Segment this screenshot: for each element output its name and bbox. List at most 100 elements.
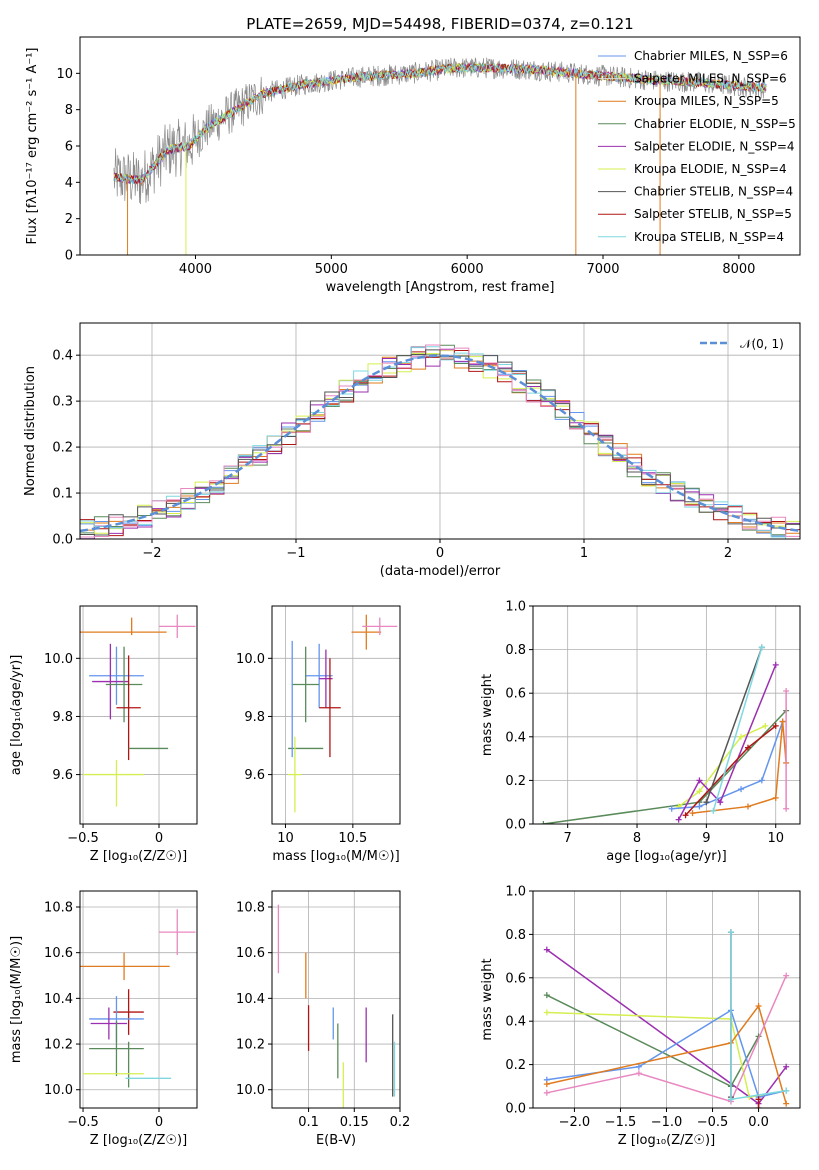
data-point	[105, 646, 143, 723]
x-tick-label: −0.5	[67, 1115, 99, 1130]
y-axis-label: mass [log₁₀(M/M☉)]	[9, 936, 24, 1063]
y-axis-label: mass weight	[480, 958, 495, 1040]
x-tick-label: −0.5	[697, 1115, 729, 1130]
y-tick-label: 10.4	[44, 992, 73, 1007]
data-point	[89, 1021, 144, 1077]
data-point	[292, 646, 320, 723]
y-axis-label: mass weight	[480, 674, 495, 756]
plus-marker	[675, 816, 682, 823]
y-tick-label: 4	[65, 176, 73, 191]
legend-label: Chabrier MILES, N_SSP=6	[634, 49, 788, 63]
legend-label: Salpeter ELODIE, N_SSP=4	[634, 139, 795, 153]
x-tick-label: 0.15	[340, 1115, 369, 1130]
plus-marker	[758, 777, 765, 784]
legend-label: Salpeter STELIB, N_SSP=5	[634, 207, 792, 221]
x-axis-label: (data-model)/error	[380, 564, 501, 579]
plus-marker	[755, 1003, 762, 1010]
x-tick-label: 6000	[451, 262, 484, 277]
plus-marker	[783, 1087, 790, 1094]
y-tick-label: 10.0	[44, 652, 73, 667]
x-tick-label: −2.0	[559, 1115, 591, 1130]
axes-frame	[532, 605, 801, 825]
plot-area	[113, 57, 767, 255]
plus-marker	[635, 1070, 642, 1077]
y-tick-label: 0.4	[505, 1015, 526, 1030]
x-tick-label: 4000	[179, 262, 212, 277]
x-tick-label: 0.1	[298, 1115, 319, 1130]
y-tick-label: 2	[65, 212, 73, 227]
plus-marker	[755, 1105, 762, 1108]
y-tick-label: 9.6	[52, 768, 73, 783]
y-axis-label: age [log₁₀(age/yr)]	[9, 655, 24, 776]
plus-marker	[543, 1081, 550, 1088]
legend-label: Chabrier STELIB, N_SSP=4	[634, 185, 793, 199]
data-point	[351, 614, 382, 650]
data-point	[288, 736, 302, 813]
legend-label: 𝒩(0, 1)	[740, 337, 784, 351]
legend-label: Kroupa STELIB, N_SSP=4	[634, 230, 784, 244]
y-tick-label: 1.0	[505, 600, 526, 615]
plus-marker	[744, 744, 751, 751]
plus-marker	[703, 799, 710, 806]
y-tick-label: 6	[65, 140, 73, 155]
mass-weight-line	[712, 647, 763, 812]
y-tick-label: 10	[56, 67, 73, 82]
x-axis-label: mass [log₁₀(M/M☉)]	[272, 849, 399, 864]
x-tick-label: 0	[436, 546, 444, 561]
plus-marker	[772, 794, 779, 801]
mass-weight-line	[546, 1004, 787, 1104]
legend: 𝒩(0, 1)	[700, 337, 784, 351]
mass-weight-line	[546, 994, 760, 1088]
y-tick-label: 10.8	[44, 900, 73, 915]
axes-frame	[79, 890, 198, 1109]
data-point	[362, 617, 398, 636]
y-tick-label: 0.6	[505, 687, 526, 702]
chart-panel-5: −0.5 0 10.0 10.2 10.4 10.6 10.8 Z [log₁₀(Z/Z☉)]…	[9, 890, 198, 1148]
x-tick-label: −1.5	[605, 1115, 637, 1130]
y-tick-label: 10.0	[44, 1083, 73, 1098]
x-axis-label: Z [log₁₀(Z/Z☉)]	[90, 849, 187, 864]
data-point	[90, 1007, 128, 1040]
plus-marker	[727, 929, 734, 936]
plus-marker	[710, 807, 717, 814]
data-point	[80, 952, 170, 981]
x-tick-label: 0	[155, 1115, 163, 1130]
x-axis-label: E(B-V)	[316, 1133, 356, 1148]
x-tick-label: −1	[286, 546, 305, 561]
legend-label: Kroupa ELODIE, N_SSP=4	[634, 162, 787, 176]
plus-marker	[668, 805, 675, 812]
y-axis-label: Flux [fλ10⁻¹⁷ erg cm⁻² s⁻¹ A⁻¹]	[25, 48, 40, 245]
legend-label: Salpeter MILES, N_SSP=6	[634, 72, 787, 86]
x-tick-label: 0	[155, 831, 163, 846]
plus-marker	[635, 1063, 642, 1070]
y-tick-label: 0.8	[505, 643, 526, 658]
x-tick-label: −0.5	[67, 831, 99, 846]
plus-marker	[783, 805, 790, 812]
chart-panel-7: −2.0 −1.5 −1.0 −0.5 0.0 0.0 0.2 0.4 0.6 0.8 1.0 Z […	[480, 885, 801, 1148]
mass-weight-line	[705, 647, 763, 803]
plus-marker	[783, 972, 790, 979]
model-spectrum-line	[113, 62, 767, 185]
plus-marker	[540, 821, 547, 824]
data-point	[305, 643, 333, 708]
chart-panel-6: 0.1 0.15 0.2 10.0 10.2 10.4 10.6 10.8 E(B-V)	[236, 890, 410, 1148]
data-point	[89, 646, 144, 705]
y-tick-label: 0.6	[505, 971, 526, 986]
y-tick-label: 0.1	[52, 487, 73, 502]
plus-marker	[689, 810, 696, 817]
plus-marker	[783, 1100, 790, 1107]
mass-weight-line	[546, 975, 787, 1103]
x-tick-label: 1	[580, 546, 588, 561]
plot-area	[543, 929, 790, 1108]
data-point	[113, 989, 144, 1035]
y-tick-label: 0	[65, 249, 73, 264]
y-tick-label: 10.8	[236, 900, 265, 915]
y-tick-label: 0.4	[52, 349, 73, 364]
y-tick-label: 10.0	[236, 1083, 265, 1098]
plus-marker	[717, 799, 724, 806]
y-tick-label: 10.2	[44, 1038, 73, 1053]
y-tick-label: 9.8	[52, 710, 73, 725]
plus-marker	[758, 644, 765, 651]
chart-panel-0: 4000 5000 6000 7000 8000 0 2 4 6 8 10 wavelength [A…	[25, 15, 801, 295]
x-tick-label: 10.5	[338, 831, 367, 846]
